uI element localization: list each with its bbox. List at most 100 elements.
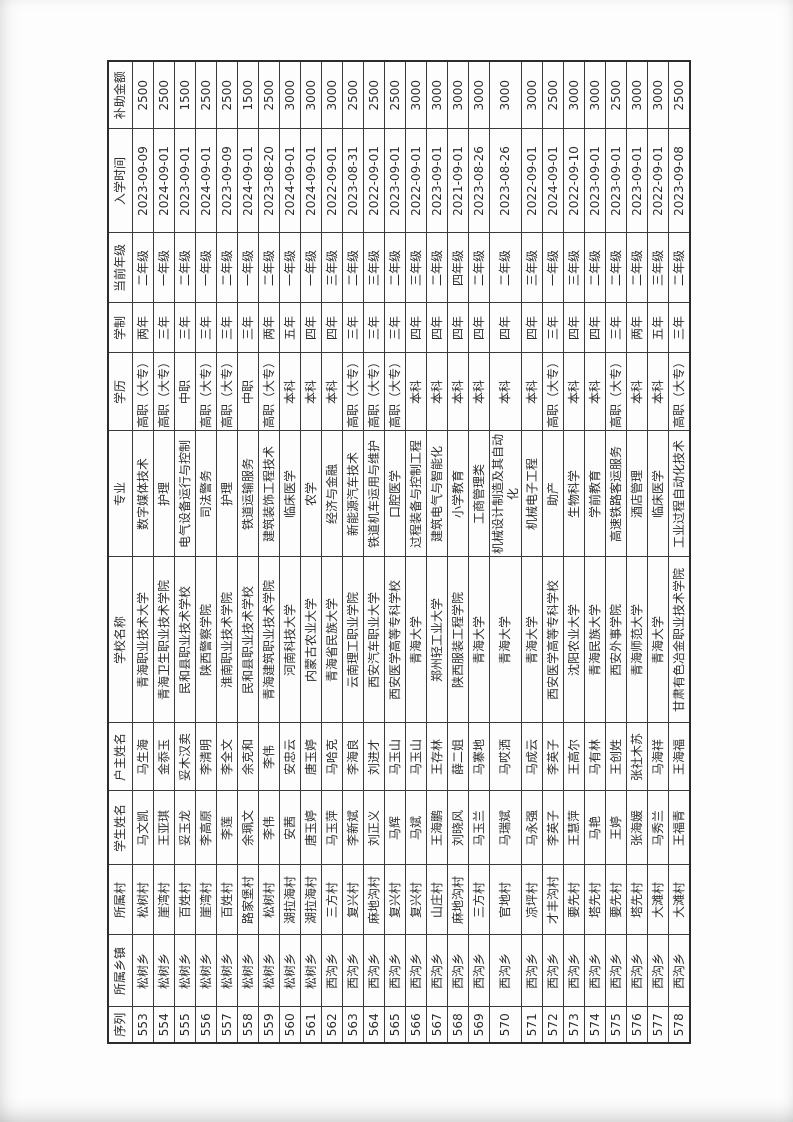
table-cell: 西安医学高等专科学校: [542, 557, 564, 723]
table-cell: 西沟乡: [468, 935, 490, 1007]
table-cell: 李清明: [195, 723, 217, 791]
table-cell: 四年: [468, 303, 490, 353]
table-cell: 本科: [447, 353, 469, 431]
table-cell: 西沟乡: [521, 935, 543, 1007]
table-cell: 助产: [542, 431, 564, 557]
table-cell: 高职（大专）: [132, 353, 154, 431]
table-cell: 工业过程自动化技术: [668, 431, 691, 557]
table-cell: 护理: [216, 431, 238, 557]
table-cell: 577: [647, 1007, 669, 1043]
table-cell: 三年级: [647, 233, 669, 303]
table-cell: 民和县职业技术学校: [174, 557, 196, 723]
table-cell: 马艳: [584, 791, 606, 865]
table-cell: 马成云: [521, 723, 543, 791]
table-cell: 本科: [279, 353, 301, 431]
table-cell: 李伟: [258, 723, 280, 791]
table-cell: 湖拉海村: [300, 865, 322, 935]
table-cell: 王慧萍: [563, 791, 585, 865]
table-cell: 2024-09-01: [279, 129, 301, 233]
table-cell: 567: [426, 1007, 448, 1043]
table-cell: 马永强: [521, 791, 543, 865]
table-cell: 三方村: [321, 865, 343, 935]
table-cell: 王婷: [605, 791, 627, 865]
table-cell: 妥玉龙: [174, 791, 196, 865]
table-cell: 575: [605, 1007, 627, 1043]
column-header: 当前年级: [108, 233, 133, 303]
table-cell: 青海卫生职业技术学院: [153, 557, 175, 723]
table-cell: 复兴村: [405, 865, 427, 935]
table-cell: 陕西警察学院: [195, 557, 217, 723]
table-cell: 松树乡: [195, 935, 217, 1007]
table-cell: 2500: [668, 61, 691, 129]
table-cell: 西沟乡: [563, 935, 585, 1007]
table-cell: 3000: [447, 61, 469, 129]
table-cell: 官地村: [489, 865, 522, 935]
table-cell: 百姓村: [216, 865, 238, 935]
table-cell: 大滩村: [647, 865, 669, 935]
table-cell: 二年级: [426, 233, 448, 303]
table-cell: 578: [668, 1007, 691, 1043]
table-cell: 马寨地: [468, 723, 490, 791]
table-cell: 2022-09-01: [363, 129, 385, 233]
table-cell: 557: [216, 1007, 238, 1043]
table-cell: 西沟乡: [321, 935, 343, 1007]
table-cell: 马玉萍: [321, 791, 343, 865]
table-cell: 一年级: [542, 233, 564, 303]
table-cell: 三年: [605, 303, 627, 353]
table-row: 556 松树乡 崖湾村 李高原 李清明 陕西警察学院 司法警务 高职（大专） 三年 一年级 2024…: [195, 61, 217, 1043]
table-cell: 马斌: [405, 791, 427, 865]
table-cell: 高职（大专）: [605, 353, 627, 431]
table-cell: 四年级: [447, 233, 469, 303]
table-cell: 3000: [468, 61, 490, 129]
table-cell: 2023-08-26: [489, 129, 522, 233]
table-cell: 二年级: [216, 233, 238, 303]
table-cell: 沈阳农业大学: [563, 557, 585, 723]
table-cell: 生物科学: [563, 431, 585, 557]
table-cell: 555: [174, 1007, 196, 1043]
table-cell: 新能源汽车技术: [342, 431, 364, 557]
column-header: 学校名称: [108, 557, 133, 723]
table-cell: 李新斌: [342, 791, 364, 865]
table-cell: 马辉: [384, 791, 406, 865]
table-cell: 河南科技大学: [279, 557, 301, 723]
table-cell: 西安医学高等专科学校: [384, 557, 406, 723]
table-cell: 麻地沟村: [447, 865, 469, 935]
table-cell: 本科: [405, 353, 427, 431]
table-cell: 571: [521, 1007, 543, 1043]
table-cell: 二年级: [258, 233, 280, 303]
table-cell: 570: [489, 1007, 522, 1043]
table-cell: 马瑞斌: [489, 791, 522, 865]
table-cell: 一年级: [237, 233, 259, 303]
table-row: 562 西沟乡 三方村 马玉萍 马哈克 青海省民族大学 经济与金融 本科 四年 三年级 2022-0…: [321, 61, 343, 1043]
table-cell: 二年级: [489, 233, 522, 303]
table-cell: 崖湾村: [153, 865, 175, 935]
table-cell: 三年级: [521, 233, 543, 303]
table-cell: 临床医学: [647, 431, 669, 557]
table-cell: 三年: [237, 303, 259, 353]
table-cell: 一年级: [279, 233, 301, 303]
table-cell: 松树乡: [300, 935, 322, 1007]
table-cell: 四年: [405, 303, 427, 353]
table-cell: 563: [342, 1007, 364, 1043]
table-cell: 2024-09-01: [542, 129, 564, 233]
header-row: 序列 所属乡镇 所属村 学生姓名 户主姓名 学校名称 专业 学历 学制 当前年级 入学时间 补助金额: [108, 61, 133, 1043]
table-cell: 李海良: [342, 723, 364, 791]
table-cell: 临床医学: [279, 431, 301, 557]
table-cell: 内蒙古农业大学: [300, 557, 322, 723]
table-cell: 才丰沟村: [542, 865, 564, 935]
table-cell: 马海祥: [647, 723, 669, 791]
table-cell: 2023-09-01: [174, 129, 196, 233]
table-cell: 三年: [174, 303, 196, 353]
table-cell: 576: [626, 1007, 648, 1043]
rotated-table-container: 序列 所属乡镇 所属村 学生姓名 户主姓名 学校名称 专业 学历 学制 当前年级 入学时间 补助金额 5…: [107, 60, 692, 1044]
table-row: 566 西沟乡 复兴村 马斌 马玉山 青海大学 过程装备与控制工程 本科 四年 三年级 2022-0…: [405, 61, 427, 1043]
table-cell: 塔先村: [626, 865, 648, 935]
table-cell: 3000: [626, 61, 648, 129]
table-cell: 2023-09-01: [426, 129, 448, 233]
table-cell: 2023-09-01: [384, 129, 406, 233]
table-cell: 酒店管理: [626, 431, 648, 557]
table-cell: 2023-09-01: [584, 129, 606, 233]
table-cell: 2023-08-31: [342, 129, 364, 233]
table-cell: 本科: [584, 353, 606, 431]
